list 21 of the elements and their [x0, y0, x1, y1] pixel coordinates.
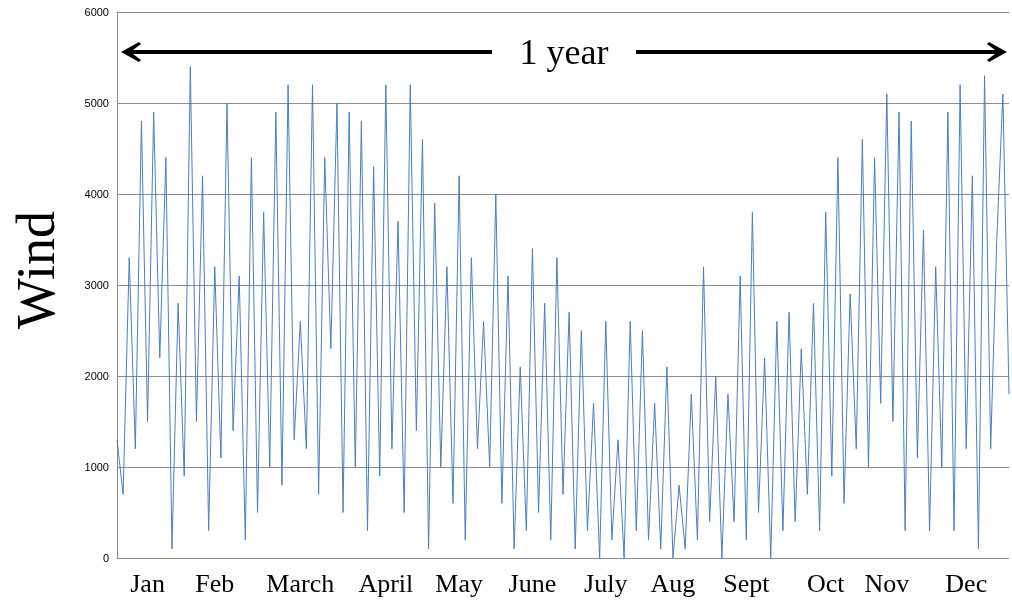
- x-tick-label: Dec: [945, 568, 988, 598]
- y-tick-label: 6000: [84, 6, 109, 18]
- x-tick-label: April: [358, 568, 414, 598]
- y-tick-label: 4000: [84, 188, 109, 200]
- x-tick-label: Jan: [130, 568, 165, 598]
- x-tick-label: June: [508, 568, 557, 598]
- x-tick-label: May: [435, 568, 483, 598]
- x-tick-label: Sept: [723, 568, 771, 598]
- annotation: 1 year: [507, 31, 621, 73]
- x-tick-label: Aug: [650, 568, 696, 598]
- x-tick-label: Oct: [806, 568, 846, 598]
- y-tick-label: 3000: [84, 279, 109, 291]
- x-tick-label: July: [584, 568, 628, 598]
- y-tick-label: 0: [102, 552, 109, 564]
- x-tick-label: Feb: [195, 568, 235, 598]
- y-tick-label: 2000: [84, 370, 109, 382]
- y-tick-label: 5000: [84, 97, 109, 109]
- x-tick-label: Nov: [864, 568, 910, 598]
- y-tick-label: 1000: [84, 461, 109, 473]
- y-axis-title: Wind: [5, 211, 67, 329]
- x-tick-label: March: [266, 568, 335, 598]
